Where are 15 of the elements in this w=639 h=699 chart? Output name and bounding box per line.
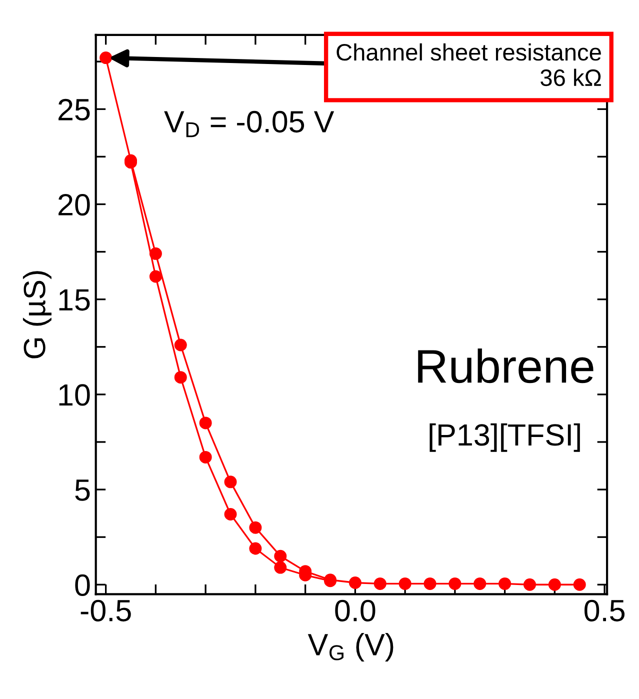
y-tick-label: 20 (58, 194, 90, 216)
y-tick-label: 10 (59, 384, 90, 406)
x-tick-label: -0.5 (80, 600, 131, 622)
x-axis-title: V$_{G}$ (V) (308, 633, 394, 662)
x-tick-label: 0.5 (584, 600, 625, 622)
annotation: Channel sheet resistance 36 kΩ (336, 43, 601, 86)
y-axis-title: G (µS) (22, 271, 52, 358)
annotation: Rubrene (418, 348, 594, 384)
y-tick-label: 0 (75, 574, 90, 596)
y-tick-label: 25 (58, 98, 90, 120)
y-tick-label: 15 (59, 289, 90, 311)
annotation: [P13][TFSI] (430, 423, 580, 452)
annotation: V$_{D}$ = -0.05 V (164, 110, 334, 138)
y-tick-label: 5 (75, 480, 90, 501)
x-tick-label: 0.0 (335, 600, 376, 622)
